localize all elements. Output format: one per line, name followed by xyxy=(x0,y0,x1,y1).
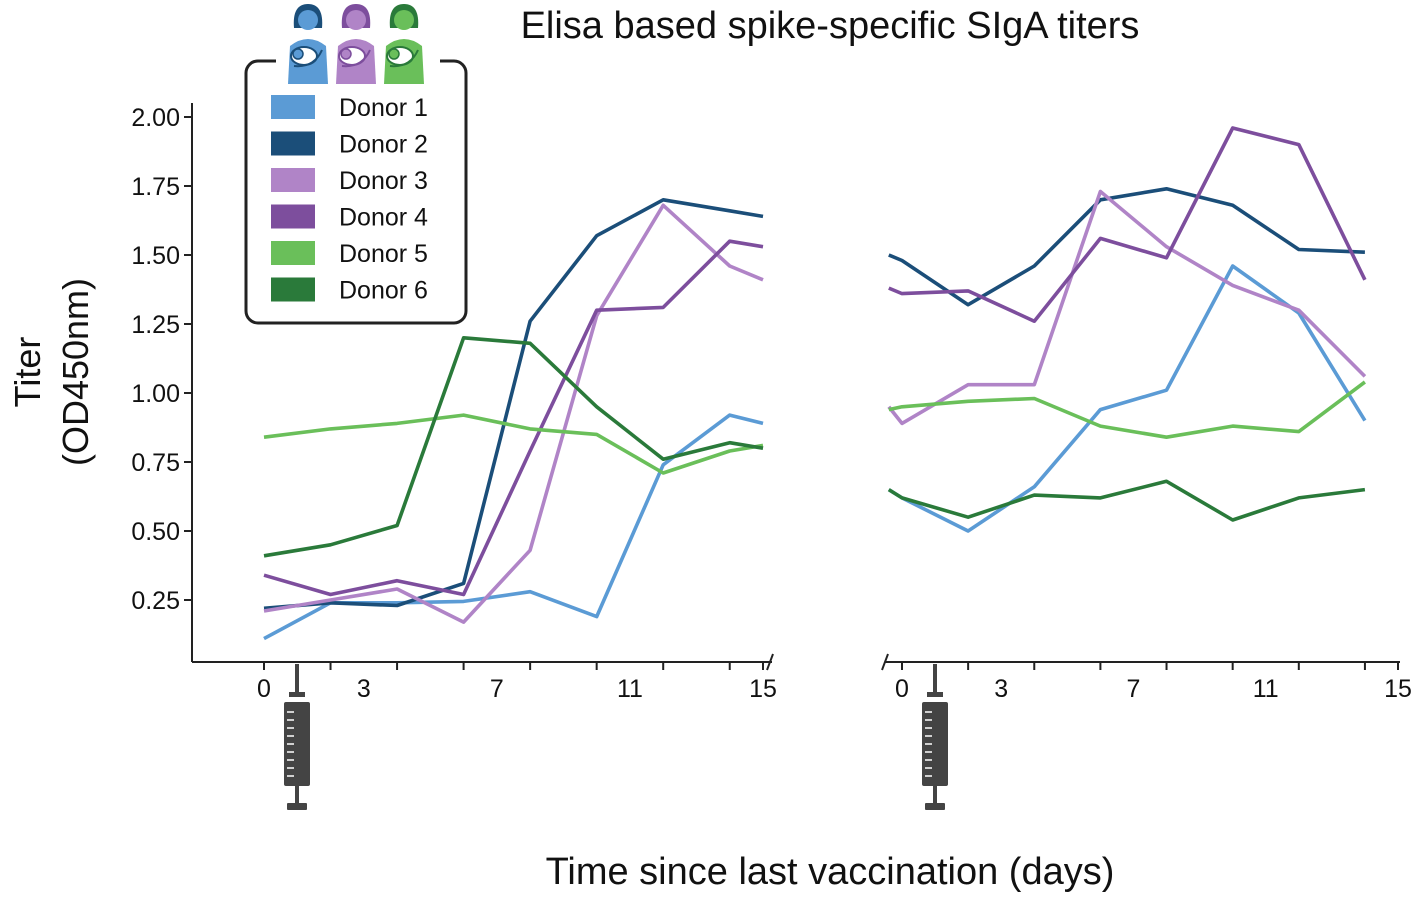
series-line-left-donor-4 xyxy=(263,239,764,597)
chart-title: Elisa based spike-specific SIgA titers xyxy=(521,5,1140,47)
series-line-left-donor-1 xyxy=(263,413,764,641)
y-axis-label-unit: (OD450nm) xyxy=(55,278,96,466)
legend-label-donor-6: Donor 6 xyxy=(339,277,428,305)
y-tick-label: 1.75 xyxy=(131,173,180,201)
y-tick-label: 0.50 xyxy=(131,518,180,546)
legend-swatch-donor-6 xyxy=(271,277,315,302)
x-tick-label: 15 xyxy=(749,675,777,703)
y-tick-label: 1.50 xyxy=(131,242,180,270)
legend-label-donor-2: Donor 2 xyxy=(339,131,428,159)
legend-swatch-donor-3 xyxy=(271,168,315,192)
mother-baby-icon xyxy=(384,4,424,84)
axes-layer: 0.25 0.50 0.75 1.00 1.25 1.50 1.75 2.00 0 3 7 11 15 0… xyxy=(131,103,1412,703)
syringe-layer xyxy=(284,664,948,810)
x-tick-label: 11 xyxy=(1253,675,1279,703)
legend-label-donor-4: Donor 4 xyxy=(339,204,428,232)
lines-layer xyxy=(263,126,1367,641)
x-tick-label: 7 xyxy=(490,675,504,703)
series-line-left-donor-3 xyxy=(263,203,764,624)
x-tick-label: 3 xyxy=(357,675,371,703)
series-line-left-donor-2 xyxy=(263,198,764,611)
legend-label-donor-5: Donor 5 xyxy=(339,240,428,268)
series-line-right-donor-2 xyxy=(888,187,1365,307)
syringe-icon xyxy=(284,664,310,810)
axis-break-mark xyxy=(766,653,774,671)
y-tick-label: 0.25 xyxy=(131,587,180,615)
legend-swatch-donor-2 xyxy=(271,131,315,156)
legend-label-donor-1: Donor 1 xyxy=(339,94,428,122)
legend-label-donor-3: Donor 3 xyxy=(339,167,428,195)
syringe-icon xyxy=(922,664,948,810)
series-line-right-donor-1 xyxy=(887,264,1367,533)
x-tick-label: 15 xyxy=(1384,675,1412,703)
series-line-right-donor-6 xyxy=(887,479,1366,522)
legend-swatch-donor-5 xyxy=(271,241,315,265)
y-tick-label: 2.00 xyxy=(131,104,180,132)
x-tick-label: 11 xyxy=(617,675,643,703)
axis-break-mark xyxy=(881,653,889,671)
three-mothers-with-babies-icon xyxy=(288,4,424,84)
y-tick-label: 1.00 xyxy=(131,380,180,408)
series-line-right-donor-4 xyxy=(888,126,1367,324)
series-line-right-donor-5 xyxy=(888,380,1366,440)
legend-swatch-donor-4 xyxy=(271,204,315,229)
legend: Donor 1 Donor 2 Donor 3 Donor 4 Donor 5 Donor… xyxy=(244,4,468,325)
mother-baby-icon xyxy=(336,4,376,84)
x-axis-label: Time since last vaccination (days) xyxy=(546,851,1115,893)
series-line-left-donor-5 xyxy=(263,413,764,475)
x-tick-label: 7 xyxy=(1127,675,1141,703)
x-tick-label: 0 xyxy=(257,675,271,703)
x-tick-label: 3 xyxy=(994,675,1008,703)
series-line-left-donor-6 xyxy=(263,335,764,558)
y-tick-label: 0.75 xyxy=(131,449,180,477)
y-tick-label: 1.25 xyxy=(131,311,180,339)
mother-baby-icon xyxy=(288,4,328,84)
legend-swatch-donor-1 xyxy=(271,95,315,119)
y-axis-label: Titer xyxy=(7,337,48,408)
series-line-right-donor-3 xyxy=(887,189,1367,426)
x-tick-label: 0 xyxy=(895,675,909,703)
